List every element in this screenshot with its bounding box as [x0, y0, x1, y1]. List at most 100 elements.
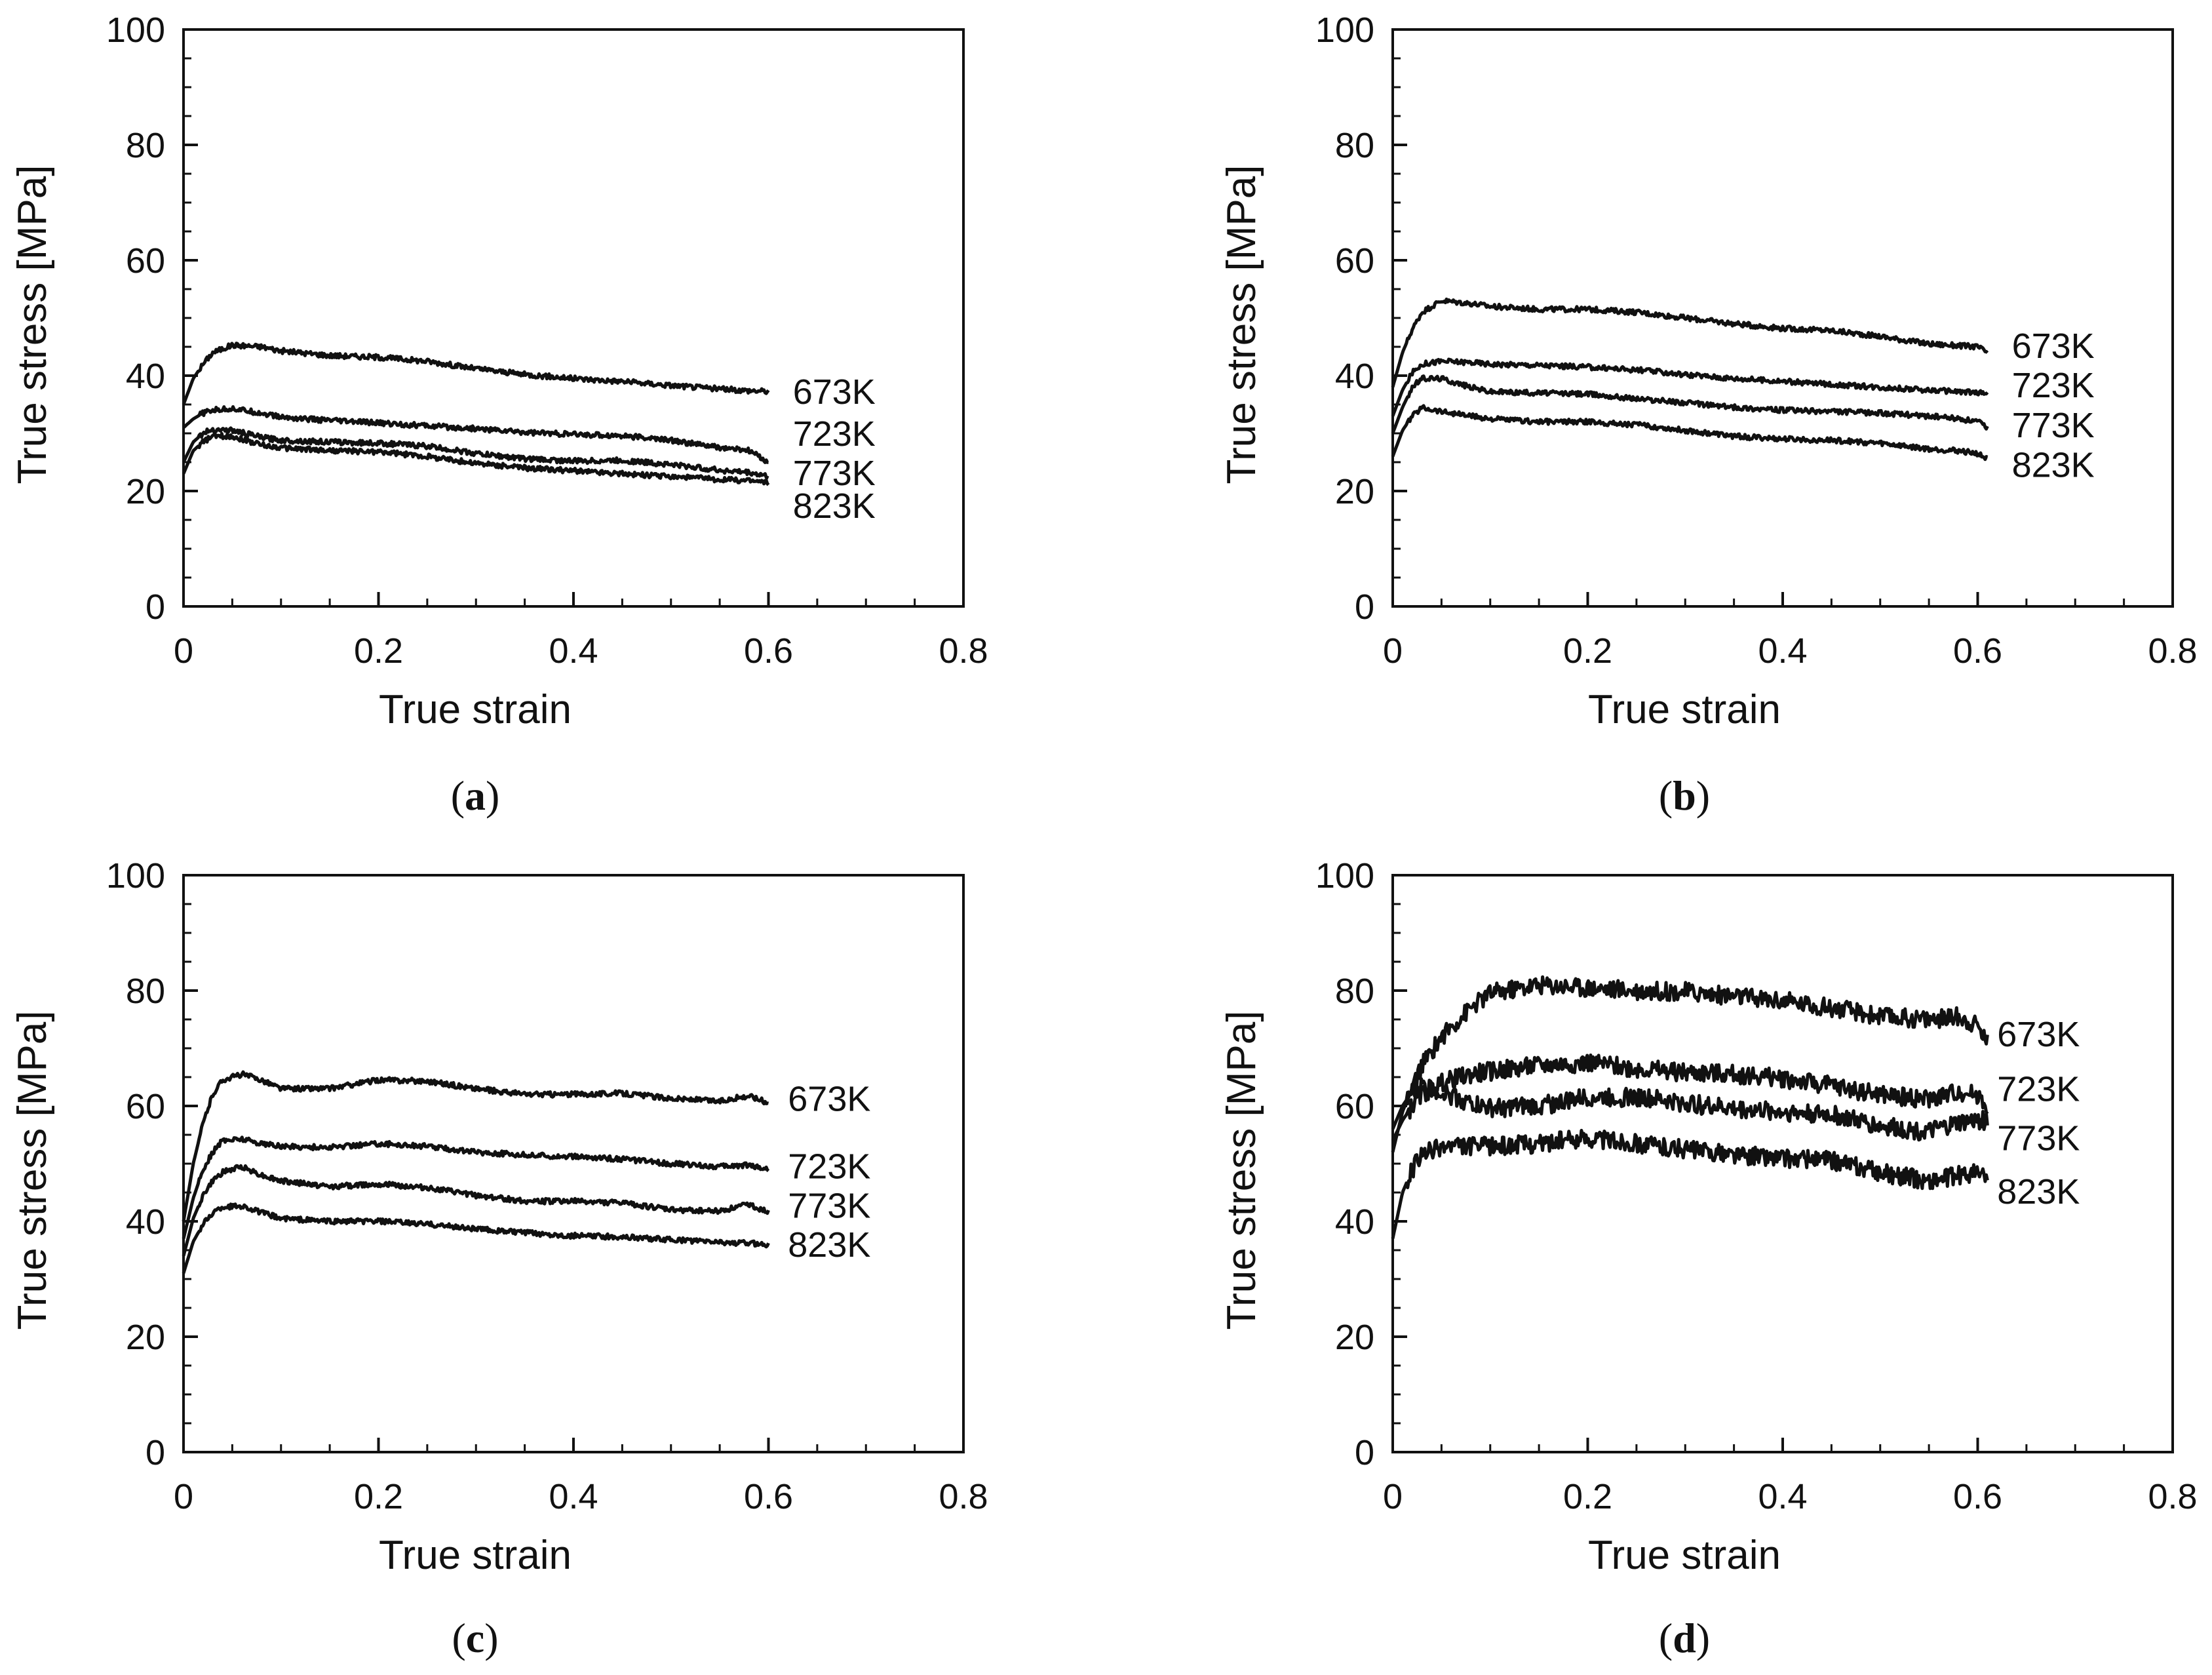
series-label-723K: 723K [793, 414, 876, 454]
series-label-673K: 673K [793, 372, 876, 412]
series-label-773K: 773K [2012, 406, 2095, 445]
x-tick-label: 0.4 [549, 1477, 598, 1516]
series-label-723K: 723K [1997, 1070, 2080, 1109]
panel-caption: (c) [452, 1615, 498, 1661]
plot-frame [1391, 28, 2174, 608]
y-tick-label: 100 [106, 856, 165, 896]
y-axis-title: True stress [MPa] [10, 1011, 55, 1330]
x-tick-label: 0.2 [354, 631, 403, 671]
series-label-673K: 673K [2012, 326, 2095, 366]
panel-a: 0 20 40 60 80 100 0 0.2 0.4 0.6 0.8 True strain True… [10, 10, 988, 819]
x-tick-label: 0.6 [1953, 1477, 2002, 1516]
series-line-723K [1391, 1054, 1989, 1141]
x-tick-label: 0.8 [939, 1477, 988, 1516]
series-line-773K [182, 1164, 770, 1257]
caption-letter: a [465, 772, 486, 819]
y-tick-label: 100 [1315, 10, 1374, 50]
caption-paren-close: ) [484, 1615, 498, 1661]
series-label-773K: 773K [1997, 1118, 2080, 1158]
x-tick-label: 0 [1383, 631, 1403, 671]
x-tick-label: 0 [174, 631, 193, 671]
x-tick-label: 0 [174, 1477, 193, 1516]
caption-paren-close: ) [486, 772, 499, 819]
y-tick-label: 20 [1335, 472, 1374, 511]
series-line-823K [1391, 404, 1989, 462]
series-line-673K [1391, 975, 1989, 1153]
series-label-673K: 673K [788, 1080, 870, 1119]
caption-paren-close: ) [1696, 772, 1710, 819]
x-tick-label: 0.2 [1563, 1477, 1612, 1516]
y-tick-label: 80 [126, 972, 165, 1011]
caption-paren-open: ( [451, 772, 465, 819]
y-tick-label: 80 [1335, 972, 1374, 1011]
panel-b: 0 20 40 60 80 100 0 0.2 0.4 0.6 0.8 True strain True… [1219, 10, 2198, 819]
series-label-823K: 823K [1997, 1172, 2080, 1212]
y-tick-label: 60 [1335, 1087, 1374, 1126]
series-line-823K [182, 432, 770, 486]
y-tick-label: 40 [126, 1202, 165, 1242]
series-line-773K [182, 426, 769, 480]
y-tick-label: 100 [1315, 856, 1374, 896]
plot-frame [1391, 874, 2174, 1453]
panel-c: 0 20 40 60 80 100 0 0.2 0.4 0.6 0.8 True strain True… [10, 856, 988, 1661]
panel-caption: (a) [451, 772, 500, 819]
panel-d: 0 20 40 60 80 100 0 0.2 0.4 0.6 0.8 True strain True… [1219, 856, 2198, 1661]
panel-caption: (b) [1659, 772, 1710, 819]
x-axis-title: True strain [1588, 1533, 1781, 1578]
y-tick-label: 0 [1355, 1433, 1374, 1472]
y-tick-label: 40 [1335, 1202, 1374, 1242]
series-line-723K [182, 1135, 770, 1239]
series-line-823K [1391, 1128, 1989, 1239]
y-tick-label: 60 [1335, 241, 1374, 281]
y-tick-label: 20 [1335, 1318, 1374, 1357]
y-tick-label: 80 [126, 126, 165, 165]
series-label-773K: 773K [788, 1186, 870, 1225]
caption-paren-open: ( [1659, 1615, 1673, 1661]
x-tick-label: 0.6 [1953, 631, 2002, 671]
y-tick-label: 0 [146, 587, 165, 627]
panel-caption: (d) [1659, 1615, 1710, 1661]
y-tick-label: 20 [126, 1318, 165, 1357]
y-tick-label: 80 [1335, 126, 1374, 165]
y-axis-title: True stress [MPa] [1219, 165, 1264, 484]
x-tick-label: 0.4 [1758, 631, 1807, 671]
x-tick-label: 0.8 [2148, 1477, 2197, 1516]
x-tick-label: 0.4 [549, 631, 598, 671]
series-line-823K [182, 1202, 770, 1274]
x-tick-label: 0.8 [2148, 631, 2197, 671]
y-tick-label: 60 [126, 1087, 165, 1126]
x-tick-label: 0.8 [939, 631, 988, 671]
series-line-773K [1391, 374, 1989, 434]
x-tick-label: 0.6 [744, 1477, 793, 1516]
caption-letter: c [466, 1615, 484, 1661]
y-axis-title: True stress [MPa] [10, 165, 55, 484]
y-axis-title: True stress [MPa] [1219, 1011, 1264, 1330]
series-label-823K: 823K [793, 486, 876, 526]
caption-paren-open: ( [1659, 772, 1673, 819]
x-tick-label: 0.2 [1563, 631, 1612, 671]
series-line-723K [182, 405, 769, 464]
series-line-773K [1391, 1077, 1989, 1142]
x-axis-title: True strain [1588, 687, 1781, 732]
series-label-723K: 723K [788, 1147, 870, 1187]
y-tick-label: 0 [1355, 587, 1374, 627]
caption-paren-open: ( [452, 1615, 465, 1661]
series-line-673K [1391, 297, 1989, 388]
y-tick-label: 100 [106, 10, 165, 50]
y-tick-label: 40 [1335, 357, 1374, 396]
x-tick-label: 0.6 [744, 631, 793, 671]
series-label-773K: 773K [793, 454, 876, 493]
series-label-673K: 673K [1997, 1015, 2080, 1054]
caption-letter: b [1673, 772, 1696, 819]
y-tick-label: 60 [126, 241, 165, 281]
x-axis-title: True strain [379, 1533, 572, 1578]
series-label-823K: 823K [788, 1225, 870, 1265]
x-tick-label: 0.2 [354, 1477, 403, 1516]
x-tick-label: 0 [1383, 1477, 1403, 1516]
series-label-723K: 723K [2012, 366, 2095, 405]
caption-letter: d [1673, 1615, 1696, 1661]
series-label-823K: 823K [2012, 446, 2095, 485]
y-tick-label: 40 [126, 357, 165, 396]
x-tick-label: 0.4 [1758, 1477, 1807, 1516]
